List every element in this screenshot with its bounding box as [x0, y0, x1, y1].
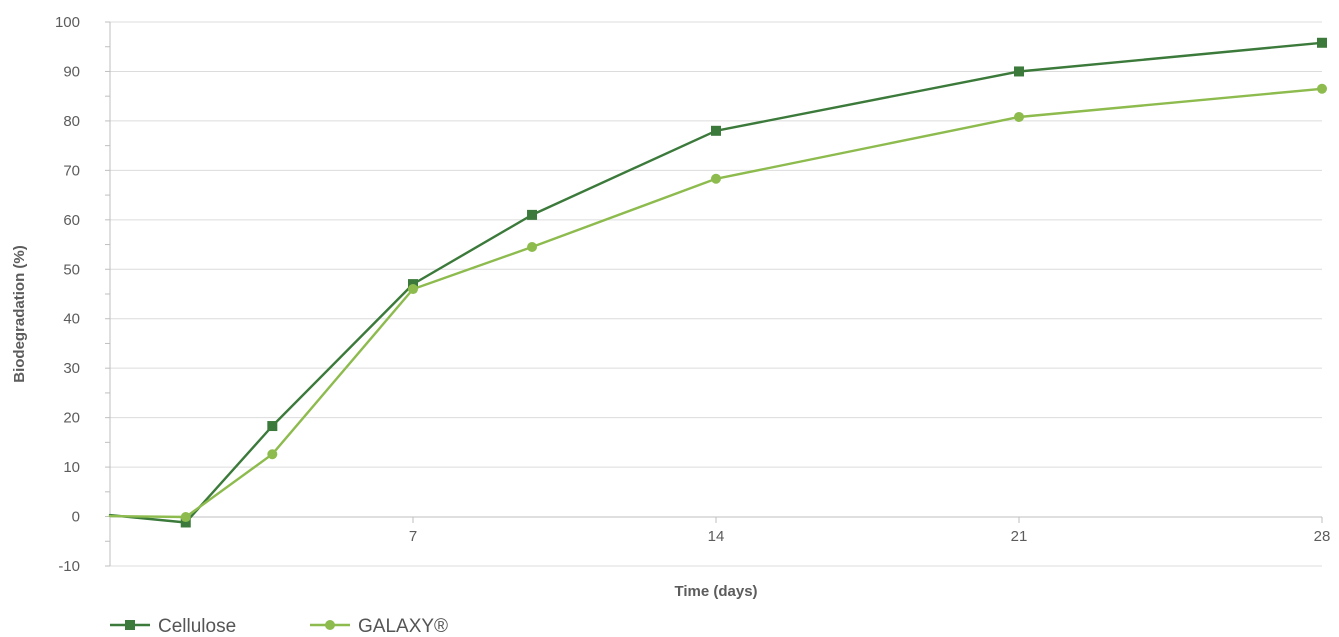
- gridlines: [110, 21, 1322, 567]
- data-point-circle: [408, 284, 418, 295]
- legend: Cellulose GALAXY®: [110, 616, 448, 637]
- data-point-circle: [1317, 83, 1327, 94]
- data-point-square: [1317, 37, 1327, 48]
- y-tick-label: 80: [63, 113, 80, 130]
- legend-item: Cellulose: [110, 616, 236, 637]
- legend-label: Cellulose: [158, 616, 236, 637]
- x-tick-label: 7: [409, 528, 417, 545]
- tick-labels: -10 0 10 20 30 40 50 60 70 80 90 100 7 14 21 28: [55, 14, 1330, 575]
- series-2: [108, 83, 1327, 523]
- data-point-circle: [267, 449, 278, 460]
- data-point-square: [1014, 66, 1024, 77]
- x-tick-label: 28: [1314, 528, 1331, 545]
- legend-marker-square: [125, 620, 135, 630]
- data-point-square: [180, 517, 191, 528]
- y-tick-label: 10: [63, 459, 80, 476]
- y-tick-label: 70: [63, 162, 80, 179]
- data-point-circle: [711, 173, 721, 184]
- series-line: [108, 41, 1324, 524]
- legend-marker-circle: [325, 620, 335, 630]
- axes: [105, 21, 1323, 567]
- y-tick-label: 60: [63, 212, 80, 229]
- data-point-circle: [180, 512, 191, 523]
- data-point-square: [711, 125, 721, 136]
- series-lines: [108, 37, 1327, 528]
- y-tick-label: -10: [58, 558, 80, 575]
- data-point-square: [267, 421, 278, 432]
- x-tick-label: 21: [1011, 528, 1028, 545]
- x-tick-label: 14: [708, 528, 725, 545]
- legend-item: GALAXY®: [310, 616, 448, 637]
- y-tick-label: 100: [55, 14, 80, 31]
- x-axis-title: Time (days): [674, 583, 757, 600]
- y-tick-label: 40: [63, 311, 80, 328]
- y-tick-label: 20: [63, 410, 80, 427]
- y-tick-label: 90: [63, 63, 80, 80]
- data-point-square: [527, 209, 538, 220]
- y-tick-label: 0: [72, 509, 80, 526]
- series-line: [108, 87, 1324, 519]
- y-tick-label: 30: [63, 360, 80, 377]
- y-axis-title: Biodegradation (%): [11, 245, 28, 383]
- legend-label: GALAXY®: [358, 616, 448, 637]
- y-tick-label: 50: [63, 261, 80, 278]
- series-1: [108, 37, 1327, 528]
- data-point-circle: [527, 242, 538, 253]
- data-point-circle: [1014, 111, 1024, 122]
